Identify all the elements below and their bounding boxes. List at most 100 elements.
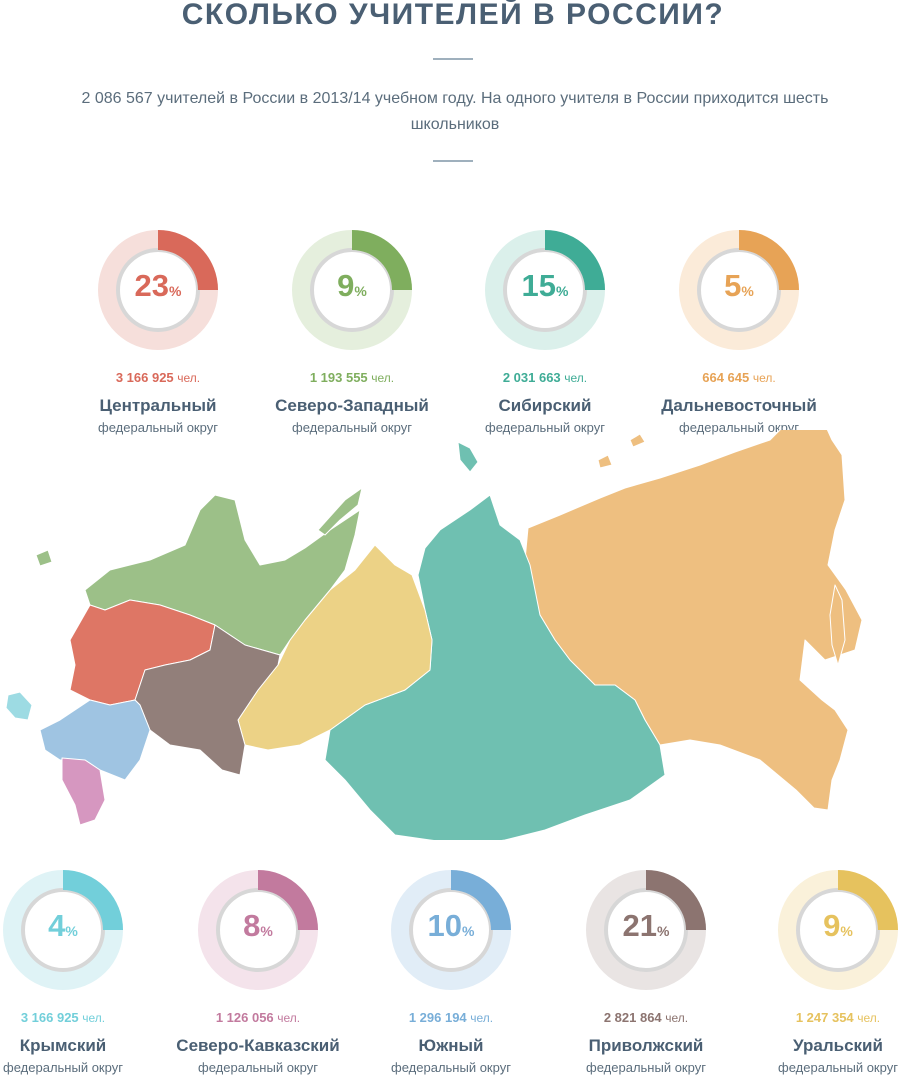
percent-sign: %: [260, 923, 273, 939]
donut-chart: 15%: [485, 230, 605, 350]
percent-label: 5%: [679, 268, 799, 304]
donut-chart: 5%: [679, 230, 799, 350]
district-card: 23% 3 166 925 чел. Центральный федеральный …: [58, 230, 258, 440]
percent-label: 9%: [778, 908, 898, 944]
percent-label: 23%: [98, 268, 218, 304]
donut-arc: [544, 230, 605, 291]
percent-value: 21: [622, 908, 658, 943]
teacher-count-unit: чел.: [82, 1011, 106, 1025]
teacher-count-value: 1 193 555: [309, 370, 372, 385]
teacher-count-unit: чел.: [857, 1011, 881, 1025]
donut-arc: [837, 870, 898, 931]
percent-label: 4%: [3, 908, 123, 944]
donut-arc: [62, 870, 123, 931]
percent-value: 9: [823, 908, 841, 943]
district-name: Северо-Кавказский: [176, 1036, 340, 1055]
district-name: Сибирский: [498, 396, 592, 415]
percent-label: 8%: [198, 908, 318, 944]
percent-sign: %: [840, 923, 853, 939]
teacher-count-unit: чел.: [564, 371, 588, 385]
percent-value: 15: [521, 268, 557, 303]
percent-sign: %: [354, 283, 367, 299]
percent-sign: %: [169, 283, 182, 299]
district-subtitle: федеральный округ: [485, 420, 605, 435]
district-card: 10% 1 296 194 чел. Южный федеральный округ: [351, 870, 551, 1080]
district-name: Приволжский: [588, 1036, 704, 1055]
subtitle: 2 086 567 учителей в России в 2013/14 уч…: [81, 90, 829, 133]
map-region-fareast-island: [629, 433, 646, 448]
district-name: Уральский: [793, 1036, 883, 1055]
map-region-kaliningrad: [35, 549, 53, 567]
district-card: 15% 2 031 663 чел. Сибирский федеральный ок…: [445, 230, 645, 440]
teacher-count-unit: чел.: [177, 371, 201, 385]
teacher-count: 3 166 925 чел.: [58, 370, 258, 385]
teacher-count: 664 645 чел.: [639, 370, 839, 385]
district-name: Крымский: [19, 1036, 107, 1055]
donut-chart: 8%: [198, 870, 318, 990]
teacher-count-unit: чел.: [277, 1011, 301, 1025]
district-name: Центральный: [99, 396, 217, 415]
donut-chart: 23%: [98, 230, 218, 350]
donut-chart: 10%: [391, 870, 511, 990]
percent-sign: %: [462, 923, 475, 939]
teacher-count: 1 193 555 чел.: [252, 370, 452, 385]
map-region-caucasus: [61, 757, 106, 826]
donut-chart: 21%: [586, 870, 706, 990]
map-region-sakhalin: [829, 584, 846, 666]
district-subtitle: федеральный округ: [98, 420, 218, 435]
teacher-count: 1 296 194 чел.: [351, 1010, 551, 1025]
percent-label: 9%: [292, 268, 412, 304]
teacher-count: 3 166 925 чел.: [0, 1010, 163, 1025]
district-card: 9% 1 193 555 чел. Северо-Западный федеральн…: [252, 230, 452, 440]
district-subtitle: федеральный округ: [3, 1060, 123, 1075]
district-subtitle: федеральный округ: [292, 420, 412, 435]
donut-chart: 4%: [3, 870, 123, 990]
district-subtitle: федеральный округ: [778, 1060, 898, 1075]
teacher-count-value: 1 126 056: [215, 1010, 278, 1025]
district-name: Северо-Западный: [275, 396, 429, 415]
percent-value: 23: [134, 268, 170, 303]
donut-arc: [157, 230, 218, 291]
district-subtitle: федеральный округ: [679, 420, 799, 435]
teacher-count-value: 2 821 864: [603, 1010, 666, 1025]
percent-label: 15%: [485, 268, 605, 304]
donut-arc: [645, 870, 706, 931]
map-region-fareast-island: [597, 454, 613, 469]
district-subtitle: федеральный округ: [391, 1060, 511, 1075]
percent-value: 8: [243, 908, 261, 943]
district-card: 9% 1 247 354 чел. Уральский федеральный окр…: [738, 870, 906, 1080]
donut-arc: [450, 870, 511, 931]
district-card: 8% 1 126 056 чел. Северо-Кавказский федерал…: [158, 870, 358, 1080]
map-region-siberia-island: [457, 441, 479, 473]
donut-arc: [738, 230, 799, 291]
map-region-crimea: [5, 691, 33, 721]
percent-sign: %: [657, 923, 670, 939]
percent-sign: %: [741, 283, 754, 299]
percent-sign: %: [556, 283, 569, 299]
percent-value: 9: [337, 268, 355, 303]
percent-sign: %: [65, 923, 78, 939]
teacher-count-unit: чел.: [752, 371, 776, 385]
district-card: 21% 2 821 864 чел. Приволжский федеральный …: [546, 870, 746, 1080]
percent-value: 4: [48, 908, 66, 943]
district-card: 5% 664 645 чел. Дальневосточный федеральный…: [639, 230, 839, 440]
teacher-count-value: 2 031 663: [502, 370, 565, 385]
percent-label: 21%: [586, 908, 706, 944]
district-card: 4% 3 166 925 чел. Крымский федеральный окру…: [0, 870, 163, 1080]
teacher-count-value: 3 166 925: [115, 370, 178, 385]
page-title: СКОЛЬКО УЧИТЕЛЕЙ В РОССИИ?: [181, 0, 725, 31]
donut-chart: 9%: [292, 230, 412, 350]
district-name: Южный: [418, 1036, 484, 1055]
russia-map: [5, 430, 863, 840]
teacher-count: 1 247 354 чел.: [738, 1010, 906, 1025]
teacher-count-value: 1 296 194: [408, 1010, 471, 1025]
donut-chart: 9%: [778, 870, 898, 990]
teacher-count-value: 1 247 354: [795, 1010, 858, 1025]
district-name: Дальневосточный: [661, 396, 817, 415]
teacher-count-value: 3 166 925: [20, 1010, 83, 1025]
teacher-count: 2 031 663 чел.: [445, 370, 645, 385]
percent-value: 10: [427, 908, 463, 943]
subtitle-separator: [433, 160, 473, 162]
map-region-novaya-zemlya: [317, 487, 363, 536]
district-subtitle: федеральный округ: [198, 1060, 318, 1075]
